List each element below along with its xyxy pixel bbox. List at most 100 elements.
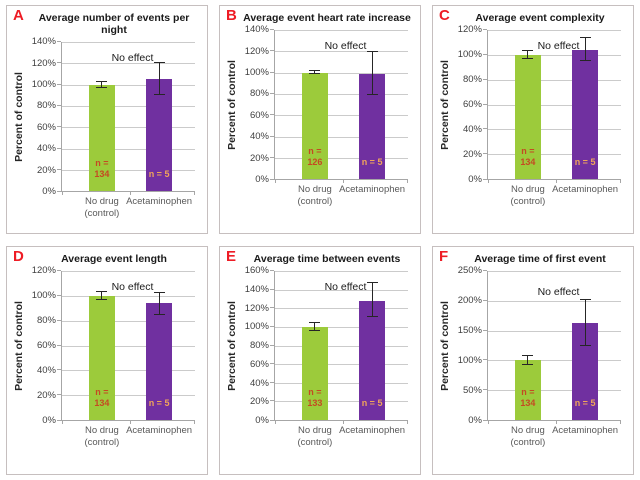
y-tick-label: 0% (255, 174, 269, 186)
y-tick-label: 120% (244, 45, 269, 57)
y-tick-mark (270, 307, 274, 309)
y-tick-mark (483, 420, 487, 422)
x-category-label: No drug (control) (84, 425, 120, 448)
y-axis-ticks: 0% 20% 40% 60% 80% 100% 120% 140% (25, 37, 61, 197)
x-tick-mark (343, 420, 345, 425)
chart-title: Average event heart rate increase (243, 12, 411, 24)
n-label: n = 134 (94, 386, 110, 408)
y-tick-label: 120% (31, 57, 56, 69)
x-tick-mark (343, 179, 345, 184)
y-tick-label: 20% (36, 390, 56, 402)
error-bar-cap-top (309, 322, 321, 324)
gridline (62, 320, 195, 322)
error-bar (527, 355, 529, 365)
y-axis-title-wrap: Percent of control (225, 30, 238, 180)
y-tick-label: 80% (36, 100, 56, 112)
error-bar-cap-bottom (309, 329, 321, 331)
y-tick-label: 0% (468, 415, 482, 427)
gridline (488, 54, 621, 56)
y-tick-mark (483, 359, 487, 361)
bar-acetaminophen (145, 79, 173, 192)
x-tick-mark (556, 179, 558, 184)
x-category-label: No drug (control) (510, 184, 546, 207)
x-category-label: Acetaminophen (339, 184, 406, 196)
y-tick-mark (270, 156, 274, 158)
gridline (488, 390, 621, 392)
y-tick-label: 50% (462, 385, 482, 397)
no-effect-label: No effect (537, 286, 580, 299)
error-bar-cap-bottom (153, 313, 165, 315)
y-tick-mark (270, 363, 274, 365)
bar-no-drug-control (301, 326, 329, 421)
panel-letter: F (439, 248, 449, 265)
gridline (488, 129, 621, 131)
gridline (275, 72, 408, 74)
bar-no-drug-control (88, 295, 116, 421)
error-bar-cap-bottom (96, 298, 108, 300)
y-tick-label: 150% (457, 325, 482, 337)
y-axis-title: Percent of control (438, 60, 451, 150)
plot-area: No effect n = 133 No drug (control) n = 5 Acet… (270, 270, 408, 448)
error-bar (101, 81, 103, 88)
chart-body: Percent of control 0% 20% 40% 60% 80% 100% 120%… (225, 266, 415, 448)
y-tick-mark (57, 369, 61, 371)
gridline (275, 115, 408, 117)
y-tick-label: 120% (457, 24, 482, 36)
y-tick-label: 20% (249, 152, 269, 164)
gridline (62, 148, 195, 150)
chart-panel-B: B Average event heart rate increase Percen… (219, 5, 421, 234)
y-tick-label: 140% (244, 24, 269, 36)
y-tick-label: 80% (462, 74, 482, 86)
bar-acetaminophen (145, 303, 173, 421)
gridline (275, 30, 408, 32)
chart-body: Percent of control 0% 20% 40% 60% 80% 100% 120%… (225, 25, 415, 207)
x-tick-mark (488, 179, 489, 184)
y-tick-label: 100% (457, 49, 482, 61)
y-tick-label: 0% (468, 174, 482, 186)
y-axis-title-wrap: Percent of control (225, 271, 238, 421)
gridline (488, 104, 621, 106)
y-tick-label: 40% (249, 131, 269, 143)
chart-title: Average time of first event (474, 253, 606, 265)
error-bar (158, 63, 160, 96)
error-bar-cap-bottom (522, 57, 534, 59)
y-tick-mark (270, 179, 274, 181)
gridline (275, 136, 408, 138)
panel-letter: E (226, 248, 237, 265)
y-tick-mark (57, 147, 61, 149)
y-axis-title: Percent of control (438, 301, 451, 391)
y-tick-label: 120% (31, 265, 56, 277)
n-label: n = 134 (94, 157, 110, 179)
gridline (62, 105, 195, 107)
error-bar (314, 323, 316, 331)
chart-panel-F: F Average time of first event Percent of c… (432, 246, 634, 475)
y-tick-label: 60% (462, 99, 482, 111)
panel-letter: D (13, 248, 24, 265)
chart-title: Average event complexity (475, 12, 605, 24)
gridline (275, 364, 408, 366)
gridline (62, 169, 195, 171)
y-axis-title-wrap: Percent of control (12, 271, 25, 421)
gridline (62, 345, 195, 347)
y-tick-label: 0% (42, 415, 56, 427)
y-tick-mark (483, 53, 487, 55)
y-tick-mark (57, 126, 61, 128)
gridline (62, 395, 195, 397)
bar-acetaminophen (358, 300, 386, 421)
y-tick-mark (57, 104, 61, 106)
chart-body: Percent of control 0% 20% 40% 60% 80% 100% 120%… (12, 37, 202, 219)
chart-panel-D: D Average event length Percent of control 0… (6, 246, 208, 475)
bar-no-drug-control (514, 54, 542, 180)
y-tick-label: 20% (249, 396, 269, 408)
y-tick-mark (483, 389, 487, 391)
gridline (275, 51, 408, 53)
y-tick-label: 100% (31, 290, 56, 302)
error-bar (314, 71, 316, 75)
gridline (488, 79, 621, 81)
plot-area: No effect n = 134 No drug (control) n = 5 Acet… (57, 41, 195, 219)
chart-panel-E: E Average time between events Percent of c… (219, 246, 421, 475)
y-tick-label: 40% (249, 377, 269, 389)
error-bar-cap-bottom (522, 363, 534, 365)
y-tick-mark (57, 394, 61, 396)
y-axis-title: Percent of control (12, 301, 25, 391)
